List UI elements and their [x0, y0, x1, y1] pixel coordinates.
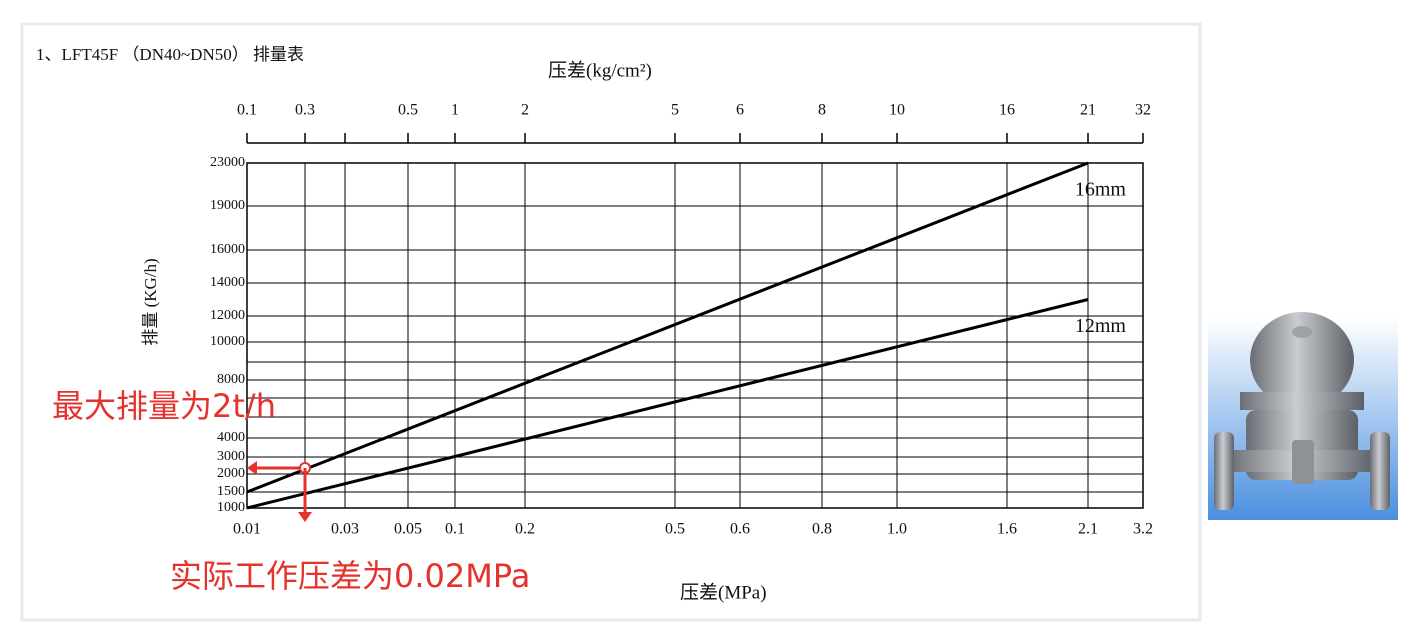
x2-tick-label: 0.3	[295, 102, 315, 119]
y-tick-label: 10000	[210, 334, 245, 349]
x-tick-label: 3.2	[1133, 521, 1153, 538]
x-tick-label: 0.2	[515, 521, 535, 538]
y-tick-label: 12000	[210, 308, 245, 323]
x-tick-label: 0.5	[665, 521, 685, 538]
x-tick-label: 0.05	[394, 521, 422, 538]
y-tick-label: 2000	[217, 466, 245, 481]
product-image	[1208, 312, 1398, 520]
x2-tick-label: 0.5	[398, 102, 418, 119]
series-line	[246, 161, 1089, 494]
annotation-arrowhead	[298, 512, 312, 522]
x-tick-label: 0.1	[445, 521, 465, 538]
x2-tick-label: 21	[1080, 102, 1096, 119]
series-label: 16mm	[1075, 179, 1127, 201]
x2-tick-label: 0.1	[237, 102, 257, 119]
x-tick-label: 0.6	[730, 521, 750, 538]
x2-tick-label: 10	[889, 102, 905, 119]
x2-tick-label: 5	[671, 102, 679, 119]
y-axis-label: 排量 (KG/h)	[141, 258, 160, 345]
x2-axis-label: 压差(kg/cm²)	[548, 59, 652, 81]
x2-tick-label: 8	[818, 102, 826, 119]
y-tick-label: 1000	[217, 500, 245, 515]
x2-tick-label: 16	[999, 102, 1015, 119]
x2-tick-label: 1	[451, 102, 459, 119]
y-tick-label: 19000	[210, 198, 245, 213]
x-tick-label: 0.01	[233, 521, 261, 538]
x2-tick-label: 6	[736, 102, 744, 119]
y-tick-label: 1500	[217, 484, 245, 499]
y-tick-label: 16000	[210, 242, 245, 257]
x-axis-label: 压差(MPa)	[680, 581, 767, 603]
y-tick-label: 4000	[217, 430, 245, 445]
x2-tick-label: 32	[1135, 102, 1151, 119]
x-tick-label: 1.6	[997, 521, 1017, 538]
x-tick-label: 0.8	[812, 521, 832, 538]
y-tick-label: 8000	[217, 372, 245, 387]
y-tick-label: 23000	[210, 155, 245, 170]
annotation: 实际工作压差为0.02MPa	[170, 557, 530, 595]
annotation-arrowhead	[247, 461, 257, 475]
series-label: 12mm	[1075, 315, 1127, 337]
x-tick-label: 0.03	[331, 521, 359, 538]
annotation: 最大排量为2t/h	[52, 387, 276, 425]
x-tick-label: 2.1	[1078, 521, 1098, 538]
series-line	[246, 298, 1089, 510]
chart-title: 1、LFT45F （DN40~DN50） 排量表	[36, 45, 304, 64]
x-tick-label: 1.0	[887, 521, 907, 538]
y-tick-label: 14000	[210, 275, 245, 290]
y-tick-label: 3000	[217, 449, 245, 464]
panel	[20, 22, 1202, 622]
x2-tick-label: 2	[521, 102, 529, 119]
